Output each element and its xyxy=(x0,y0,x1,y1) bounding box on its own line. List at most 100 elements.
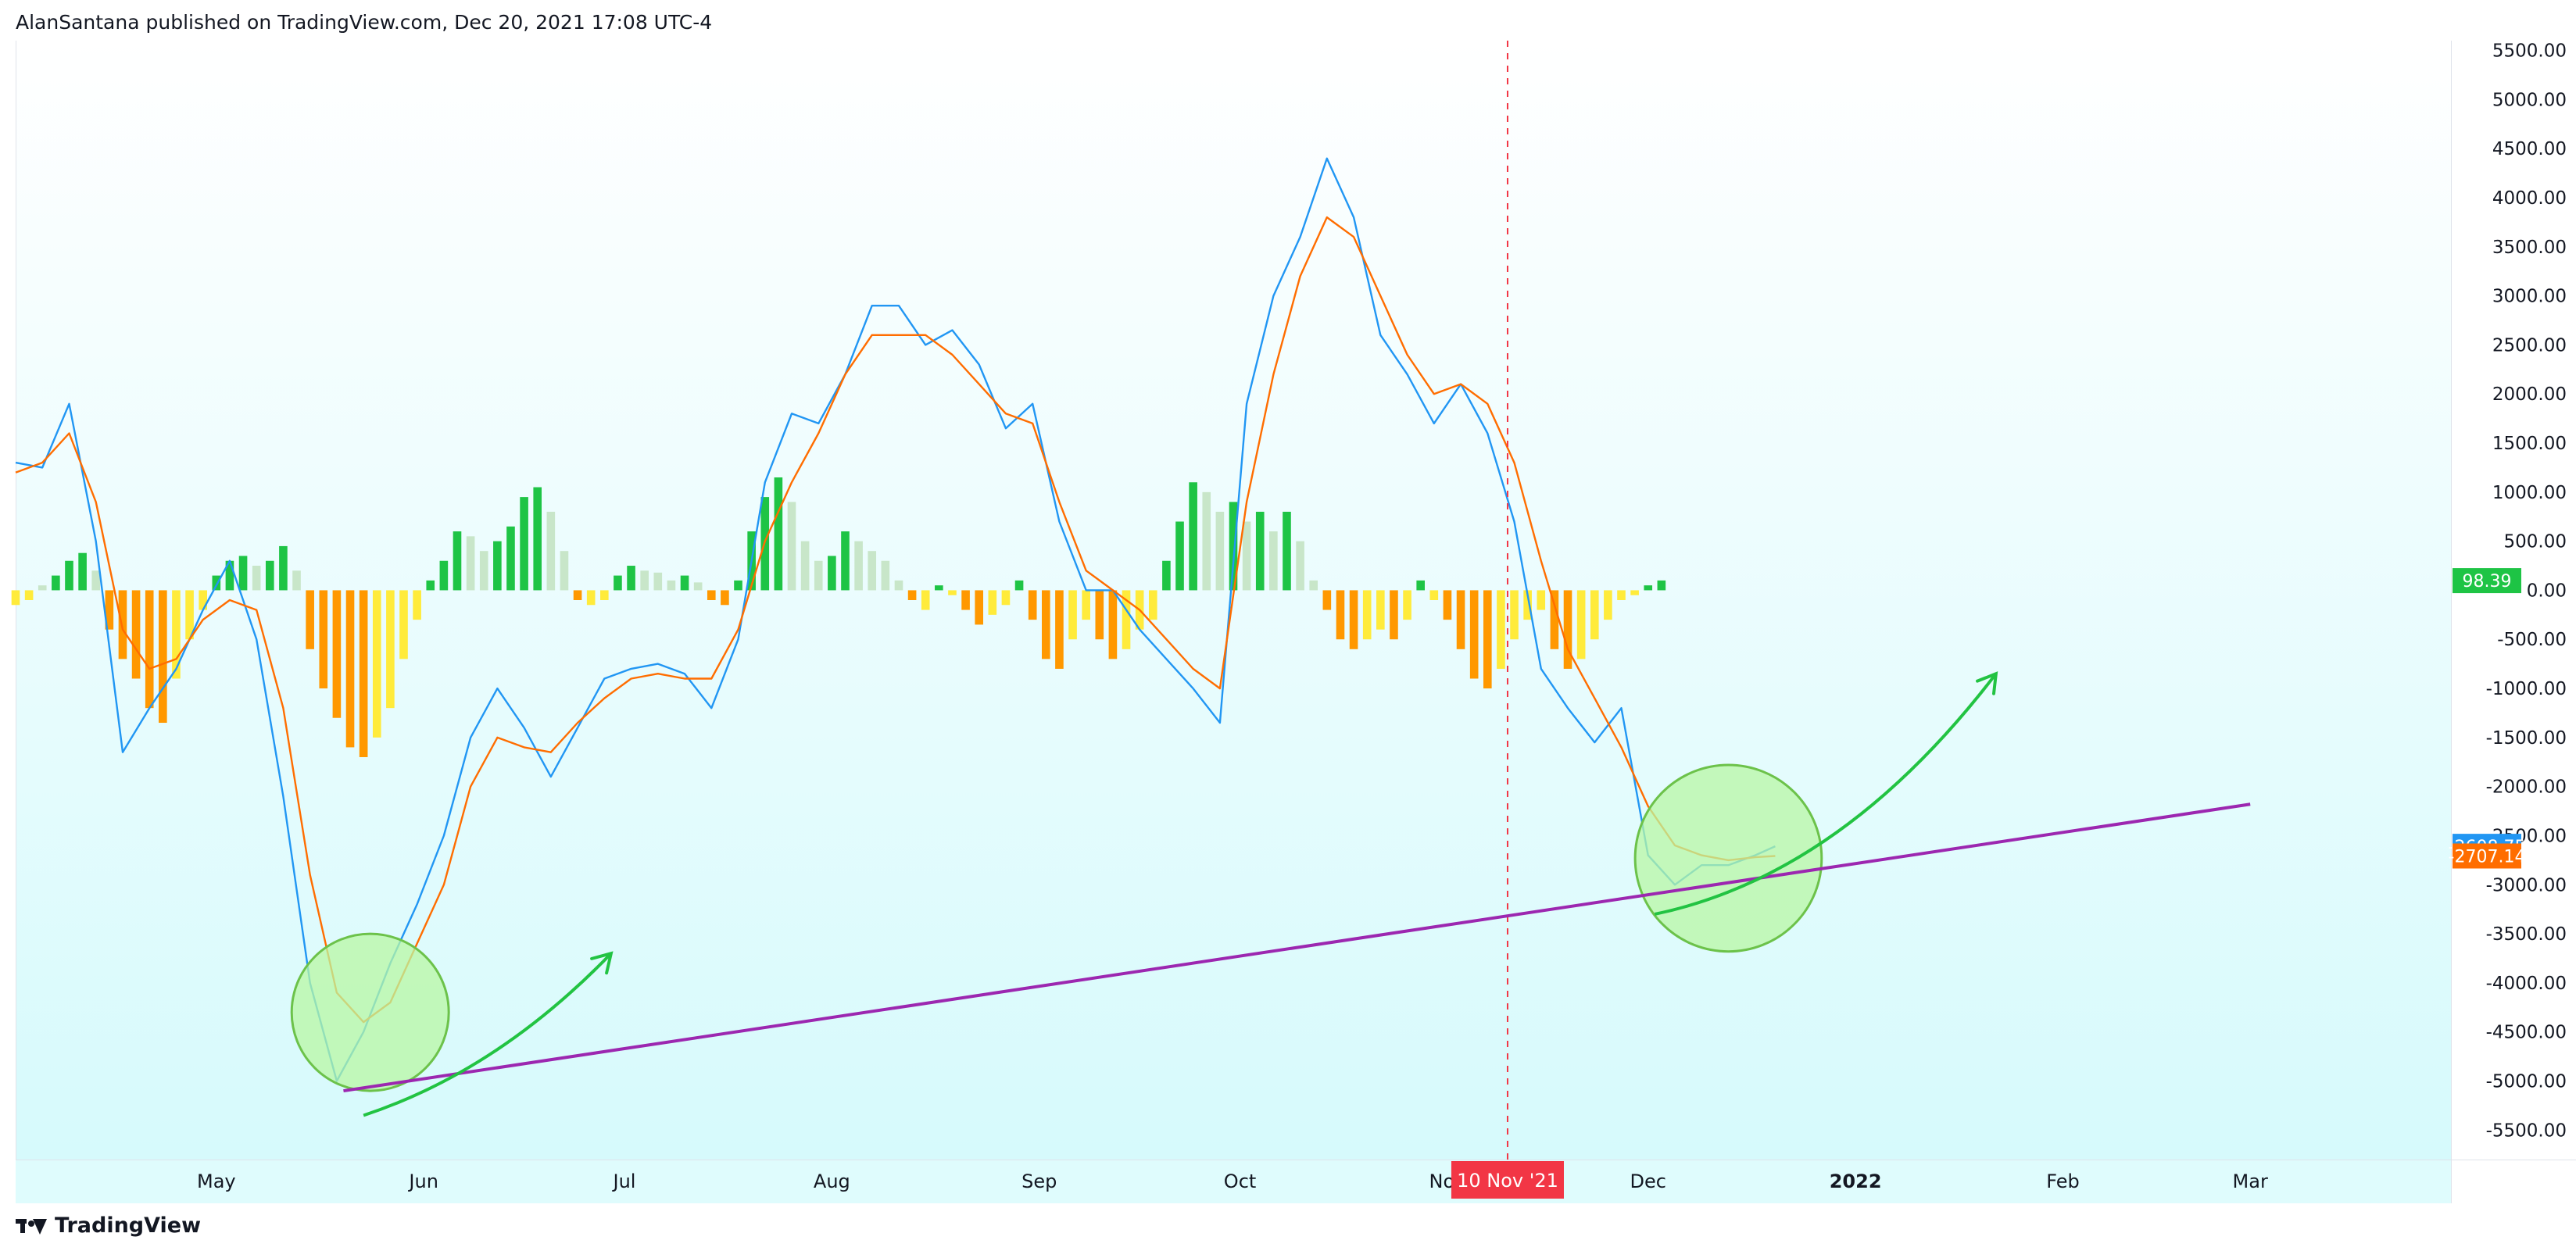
histogram-bar xyxy=(225,560,234,591)
histogram-bar xyxy=(359,590,368,757)
histogram-bar xyxy=(1550,590,1559,649)
histogram-bar xyxy=(24,590,34,600)
histogram-bar xyxy=(1537,590,1546,610)
arrow-head xyxy=(590,951,614,975)
histogram-bar xyxy=(907,590,917,600)
histogram-bar xyxy=(1189,482,1197,591)
y-tick-label: 4500.00 xyxy=(2492,139,2567,159)
histogram-bar xyxy=(11,590,20,606)
hist-price-label: 98.39 xyxy=(2463,572,2512,591)
y-tick-label: -500.00 xyxy=(2497,630,2567,650)
histogram-bar xyxy=(1416,580,1425,591)
histogram-bar xyxy=(65,560,73,591)
histogram-bar xyxy=(721,590,729,606)
histogram-bar xyxy=(466,536,475,591)
y-tick-label: 3500.00 xyxy=(2492,238,2567,258)
histogram-bar xyxy=(185,590,194,640)
histogram-bar xyxy=(1283,511,1291,591)
histogram-bar xyxy=(1202,491,1211,591)
crosshair-date-label: 10 Nov '21 xyxy=(1457,1170,1558,1192)
y-tick-label: -5000.00 xyxy=(2486,1072,2567,1092)
y-tick-label: 4000.00 xyxy=(2492,188,2567,209)
histogram-bar xyxy=(1148,590,1157,620)
histogram-bar xyxy=(868,551,877,591)
histogram-bar xyxy=(1068,590,1077,640)
histogram-bar xyxy=(453,531,462,591)
histogram-bar xyxy=(1362,590,1372,640)
trendline xyxy=(343,802,2251,1093)
histogram-bar xyxy=(841,531,850,591)
arrow-curve xyxy=(363,952,613,1117)
histogram-bar xyxy=(894,580,903,591)
price-axis[interactable] xyxy=(2451,41,2576,1160)
footer-brand: TradingView xyxy=(55,1213,202,1238)
histogram-layer xyxy=(11,477,1666,757)
histogram-bar xyxy=(252,566,261,591)
histogram-bar xyxy=(1497,590,1505,669)
histogram-bar xyxy=(774,477,783,591)
histogram-bar xyxy=(1336,590,1345,640)
histogram-bar xyxy=(1604,590,1612,620)
histogram-bar xyxy=(1523,590,1532,620)
histogram-bar xyxy=(1443,590,1452,620)
x-tick-label: Jun xyxy=(407,1170,438,1192)
y-tick-label: -4000.00 xyxy=(2486,974,2567,994)
histogram-bar xyxy=(1242,521,1251,591)
x-tick-label: Aug xyxy=(814,1170,850,1192)
histogram-bar xyxy=(52,575,60,591)
histogram-bar xyxy=(600,590,609,600)
histogram-bar xyxy=(1456,590,1465,649)
histogram-bar xyxy=(91,570,101,591)
histogram-bar xyxy=(212,575,221,591)
histogram-bar xyxy=(1483,590,1492,689)
histogram-bar xyxy=(573,590,582,600)
histogram-bar xyxy=(800,541,810,591)
histogram-bar xyxy=(1576,590,1586,659)
tradingview-logo-icon xyxy=(16,1217,47,1235)
histogram-bar xyxy=(238,556,248,591)
histogram-bar xyxy=(399,590,408,659)
y-tick-label: 5000.00 xyxy=(2492,90,2567,110)
drawings-layer xyxy=(290,41,2251,1160)
histogram-bar xyxy=(935,585,943,591)
histogram-bar xyxy=(479,551,488,591)
histogram-bar xyxy=(1469,590,1479,679)
arrow-curve xyxy=(1654,672,1998,916)
histogram-bar xyxy=(1563,590,1572,669)
signal-price-tag xyxy=(2453,843,2521,869)
y-tick-label: -2000.00 xyxy=(2486,777,2567,798)
histogram-bar xyxy=(413,590,421,620)
histogram-bar xyxy=(1162,560,1171,591)
histogram-bar xyxy=(38,585,47,591)
histogram-bar xyxy=(614,575,622,591)
y-tick-label: -3000.00 xyxy=(2486,875,2567,895)
histogram-bar xyxy=(279,545,288,591)
histogram-bar xyxy=(975,590,984,625)
histogram-bar xyxy=(131,590,141,679)
x-ticks-layer: May Jun Jul Aug Sep Oct Nov Dec 2022 Feb Mar xyxy=(197,1170,2268,1192)
time-axis[interactable] xyxy=(16,1160,2451,1203)
histogram-bar xyxy=(1014,580,1024,591)
histogram-bar xyxy=(1269,531,1278,591)
histogram-bar xyxy=(332,590,342,718)
y-tick-label: 3000.00 xyxy=(2492,287,2567,307)
histogram-bar xyxy=(881,560,890,591)
x-tick-label: Feb xyxy=(2046,1170,2080,1192)
highlight-circle xyxy=(290,932,450,1092)
histogram-bar xyxy=(1590,590,1599,640)
histogram-bar xyxy=(1055,590,1064,669)
x-tick-label: Oct xyxy=(1224,1170,1257,1192)
histogram-bar xyxy=(1042,590,1050,659)
y-tick-label: -5500.00 xyxy=(2486,1120,2567,1141)
histogram-bar xyxy=(1644,585,1653,591)
histogram-bar xyxy=(426,580,435,591)
signal-price-label: -2707.14 xyxy=(2449,847,2526,867)
histogram-bar xyxy=(627,566,635,591)
histogram-bar xyxy=(1175,521,1184,591)
histogram-bar xyxy=(1510,590,1519,640)
histogram-bar xyxy=(1122,590,1131,649)
histogram-bar xyxy=(292,570,301,591)
histogram-bar xyxy=(1215,511,1225,591)
x-tick-label: Jul xyxy=(612,1170,636,1192)
histogram-bar xyxy=(1390,590,1398,640)
